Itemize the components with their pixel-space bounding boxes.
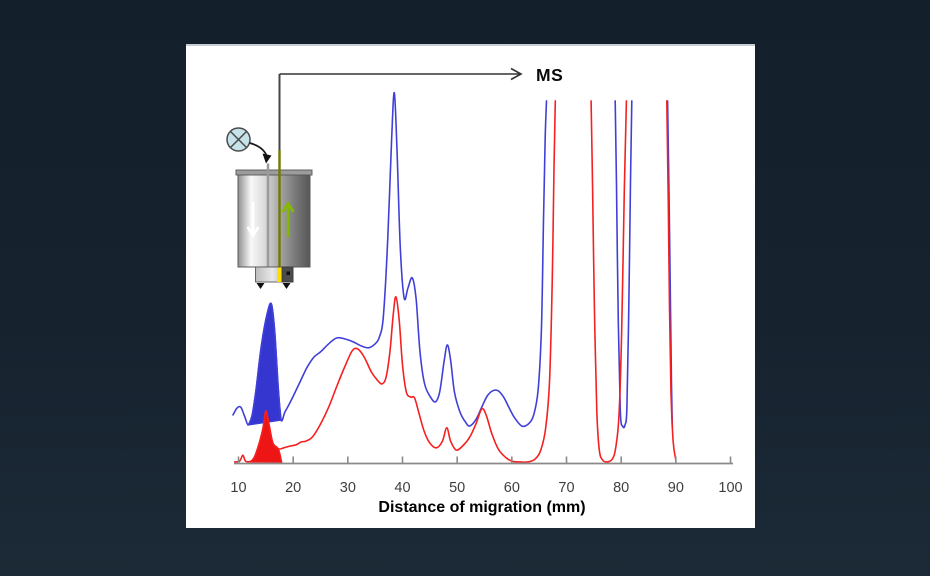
capillary-yellow-window <box>277 267 282 282</box>
red-trace-segment-2 <box>590 100 628 463</box>
x-tick-label: 40 <box>394 480 410 496</box>
x-tick-label: 100 <box>718 480 742 496</box>
base-dot <box>286 271 290 275</box>
column-body <box>237 171 311 268</box>
x-axis-title: Distance of migration (mm) <box>378 499 585 516</box>
blue-trace-segment-2 <box>614 100 633 429</box>
x-tick-label: 30 <box>340 480 356 496</box>
ms-arrow-head-icon <box>510 67 523 81</box>
x-axis-ticks: 10 20 30 40 50 60 70 80 90 100 <box>230 456 743 496</box>
x-tick-label: 50 <box>449 480 465 496</box>
white-down-arrow-icon <box>246 202 260 238</box>
lamp-icon <box>226 127 272 164</box>
x-tick-label: 10 <box>230 480 246 496</box>
chromatogram-traces <box>232 91 677 464</box>
ms-arrow: MS <box>279 65 563 85</box>
column-top-rim <box>235 169 313 176</box>
x-tick-label: 90 <box>668 480 684 496</box>
green-up-arrow-icon <box>281 201 295 237</box>
x-tick-label: 20 <box>285 480 301 496</box>
blue-trace-segment-1 <box>232 91 548 428</box>
ms-label: MS <box>536 65 563 85</box>
left-foot-icon <box>256 283 265 289</box>
x-tick-label: 70 <box>558 480 574 496</box>
x-tick-label: 60 <box>504 480 520 496</box>
right-foot-icon <box>282 283 291 289</box>
x-tick-label: 80 <box>613 480 629 496</box>
lamp-arrow-head-icon <box>262 153 272 164</box>
x-axis: 10 20 30 40 50 60 70 80 90 100 Distance of migrat… <box>230 456 743 516</box>
figure-panel <box>186 44 755 528</box>
red-trace-segment-3 <box>666 100 677 461</box>
column-device-icon <box>235 74 313 289</box>
red-trace-segment-1 <box>233 100 557 463</box>
